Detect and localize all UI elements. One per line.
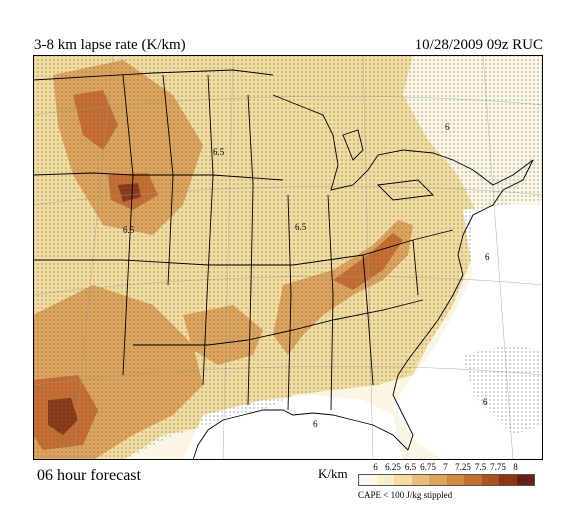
- contour-label: 6: [445, 122, 450, 132]
- legend-tick-label: 6.25: [385, 462, 401, 472]
- legend-swatch: [446, 475, 464, 485]
- legend-swatch: [516, 475, 534, 485]
- legend-swatch: [376, 475, 394, 485]
- legend-units: K/km: [318, 466, 348, 481]
- legend-swatch: [359, 475, 377, 485]
- contour-label: 6.5: [295, 222, 307, 232]
- legend-swatch: [394, 475, 412, 485]
- forecast-hour: 06 hour forecast: [37, 467, 141, 484]
- contour-label: 6.5: [123, 225, 135, 235]
- contour-label: 6: [483, 397, 488, 407]
- legend-swatch: [499, 475, 517, 485]
- legend-swatch: [411, 475, 429, 485]
- map-title: 3-8 km lapse rate (K/km): [34, 37, 186, 53]
- legend-tick-labels: 6 6.25 6.5 6.75 7 7.25 7.5 7.75 8: [358, 462, 533, 474]
- legend-swatch: [429, 475, 447, 485]
- legend-tick-label: 6.75: [420, 462, 436, 472]
- contour-label: 6: [313, 419, 318, 429]
- legend-tick-label: 7.25: [455, 462, 471, 472]
- state-borders: [33, 69, 534, 460]
- legend-tick-label: 7: [443, 462, 448, 472]
- stipple-region: [33, 55, 543, 460]
- lapse-rate-map: 6 6 6 6 6.5 6.5 6.5: [33, 55, 543, 460]
- legend-colorbar: [358, 474, 535, 486]
- forecast-timestamp: 10/28/2009 09z RUC: [414, 37, 543, 53]
- legend-swatch: [481, 475, 499, 485]
- contour-labels: 6 6 6 6 6.5 6.5 6.5: [123, 122, 490, 429]
- legend-tick-label: 7.5: [474, 462, 487, 472]
- legend-tick-label: 7.75: [490, 462, 506, 472]
- legend-tick-label: 8: [513, 462, 518, 472]
- legend-tick-label: 6.5: [404, 462, 417, 472]
- legend-note: CAPE < 100 J/kg stippled: [358, 490, 453, 500]
- contour-label: 6.5: [213, 147, 225, 157]
- stipple-region: [463, 345, 543, 435]
- map-frame: [33, 55, 543, 460]
- contour-label: 6: [485, 252, 490, 262]
- graticule: [33, 55, 543, 460]
- legend-swatch: [464, 475, 482, 485]
- legend-tick-label: 6: [373, 462, 378, 472]
